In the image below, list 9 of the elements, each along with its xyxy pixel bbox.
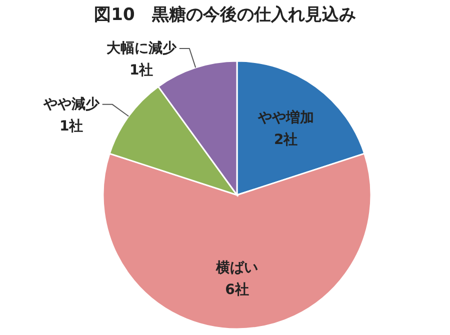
slice-label: やや増加 — [256, 108, 314, 126]
slice-label: 大幅に減少 — [106, 40, 178, 56]
slice-label: やや減少 — [42, 96, 100, 112]
data-label: 2社 — [274, 132, 298, 148]
data-label: 6社 — [225, 282, 249, 298]
chart-title: 図10 黒糖の今後の仕入れ見込み — [94, 5, 356, 25]
data-label: 1社 — [59, 118, 84, 134]
data-label: 1社 — [130, 62, 154, 78]
slice-label: 横ばい — [215, 260, 258, 276]
